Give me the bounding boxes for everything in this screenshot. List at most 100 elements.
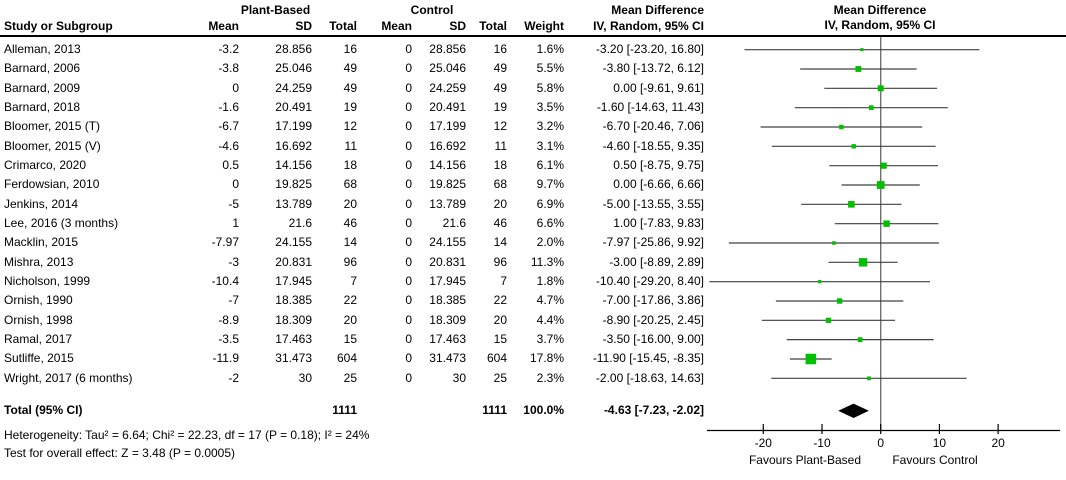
weight-cell: 6.6% bbox=[536, 215, 564, 230]
pb-total-cell: 18 bbox=[343, 157, 357, 172]
c-sd-cell: 25.046 bbox=[429, 61, 466, 76]
pb-mean-cell: -3.5 bbox=[218, 331, 239, 346]
c-sd-cell: 17.199 bbox=[429, 119, 466, 134]
total-pb-total: 1111 bbox=[332, 403, 357, 417]
c-total-cell: 19 bbox=[493, 99, 507, 114]
study-name-cell: Ferdowsian, 2010 bbox=[4, 177, 100, 192]
md-ci-cell: -5.00 [-13.55, 3.55] bbox=[602, 196, 704, 211]
mean-square bbox=[839, 124, 844, 130]
pb-total-cell: 22 bbox=[343, 293, 357, 308]
weight-cell: 2.3% bbox=[536, 370, 564, 385]
overall-effect-note: Test for overall effect: Z = 3.48 (P = 0… bbox=[4, 446, 236, 460]
pb-mean-cell: -10.4 bbox=[211, 273, 239, 288]
pb-total-cell: 14 bbox=[343, 235, 357, 250]
c-mean-cell: 0 bbox=[405, 80, 412, 95]
table-row: Lee, 2016 (3 months) 1 21.6 46 0 21.6 46 6.6% 1.… bbox=[0, 214, 704, 233]
c-total-cell: 20 bbox=[493, 312, 507, 327]
mean-square bbox=[832, 241, 836, 245]
md-ci-cell: 0.50 [-8.75, 9.75] bbox=[613, 157, 704, 172]
pb-sd-cell: 14.156 bbox=[275, 157, 312, 172]
group-header-mean-difference: Mean Difference bbox=[611, 3, 704, 17]
pb-total-cell: 46 bbox=[343, 215, 357, 230]
mean-square bbox=[880, 162, 887, 169]
plot-header: Mean Difference IV, Random, 95% CI bbox=[700, 3, 1060, 33]
pb-total-cell: 49 bbox=[343, 61, 357, 76]
c-sd-cell: 24.259 bbox=[429, 80, 466, 95]
pb-total-cell: 12 bbox=[343, 119, 357, 134]
axis-tick-label: 0 bbox=[877, 436, 884, 450]
c-mean-cell: 0 bbox=[405, 99, 412, 114]
md-ci-cell: -3.00 [-8.89, 2.89] bbox=[609, 254, 704, 269]
total-weight: 100.0% bbox=[523, 403, 564, 417]
c-mean-cell: 0 bbox=[405, 157, 412, 172]
mean-square bbox=[851, 144, 856, 149]
mean-square bbox=[825, 317, 832, 323]
pb-total-cell: 604 bbox=[336, 351, 357, 366]
mean-square bbox=[848, 201, 855, 208]
pb-sd-cell: 18.385 bbox=[275, 293, 312, 308]
c-sd-cell: 13.789 bbox=[429, 196, 466, 211]
study-name-cell: Jenkins, 2014 bbox=[4, 196, 79, 211]
c-mean-cell: 0 bbox=[405, 42, 412, 56]
c-sd-cell: 18.309 bbox=[429, 312, 466, 327]
group-header-plant-based: Plant-Based bbox=[240, 3, 311, 17]
md-ci-cell: -7.00 [-17.86, 3.86] bbox=[602, 293, 704, 308]
weight-cell: 6.9% bbox=[536, 196, 564, 211]
mean-square bbox=[876, 181, 885, 189]
total-c-total: 1111 bbox=[482, 403, 507, 417]
heterogeneity-note: Heterogeneity: Tau² = 6.64; Chi² = 22.23… bbox=[4, 428, 370, 442]
weight-cell: 6.1% bbox=[536, 157, 564, 172]
weight-cell: 5.8% bbox=[536, 80, 564, 95]
axis-tick-label: 10 bbox=[933, 436, 947, 450]
md-ci-cell: -10.40 [-29.20, 8.40] bbox=[595, 273, 704, 288]
table-row: Mishra, 2013 -3 20.831 96 0 20.831 96 11.3% -3.0… bbox=[0, 253, 704, 272]
md-ci-cell: 1.00 [-7.83, 9.83] bbox=[613, 215, 704, 230]
pb-total-cell: 49 bbox=[343, 80, 357, 95]
c-total-cell: 25 bbox=[493, 370, 507, 385]
study-name-cell: Macklin, 2015 bbox=[4, 235, 79, 250]
pb-mean-cell: 0 bbox=[232, 177, 239, 192]
c-sd-cell: 20.831 bbox=[429, 254, 466, 269]
pb-mean-cell: -1.6 bbox=[218, 99, 239, 114]
mean-square bbox=[836, 298, 843, 304]
pb-mean-cell: -2 bbox=[228, 370, 239, 385]
axis-tick-label: 20 bbox=[991, 436, 1005, 450]
spacer bbox=[357, 401, 412, 420]
table-column-header-row: Study or Subgroup Mean SD Total Mean SD … bbox=[0, 19, 708, 33]
pb-total-cell: 11 bbox=[344, 138, 357, 153]
pb-total-cell: 19 bbox=[343, 99, 357, 114]
pb-sd-cell: 19.825 bbox=[275, 177, 312, 192]
c-mean-cell: 0 bbox=[405, 351, 412, 366]
c-mean-cell: 0 bbox=[405, 61, 412, 76]
c-mean-cell: 0 bbox=[405, 196, 412, 211]
md-ci-cell: -6.70 [-20.46, 7.06] bbox=[602, 119, 704, 134]
c-mean-cell: 0 bbox=[405, 293, 412, 308]
study-name-cell: Ornish, 1998 bbox=[4, 312, 73, 327]
pb-mean-cell: 1 bbox=[232, 215, 239, 230]
col-header-ci: IV, Random, 95% CI bbox=[593, 19, 704, 33]
total-diamond bbox=[838, 403, 869, 418]
study-name-cell: Barnard, 2009 bbox=[4, 80, 81, 95]
weight-cell: 4.4% bbox=[536, 312, 564, 327]
c-sd-cell: 28.856 bbox=[429, 42, 466, 56]
c-mean-cell: 0 bbox=[405, 254, 412, 269]
md-ci-cell: -4.60 [-18.55, 9.35] bbox=[602, 138, 704, 153]
pb-mean-cell: -11.9 bbox=[212, 351, 239, 366]
c-sd-cell: 20.491 bbox=[429, 99, 466, 114]
table-row: Ramal, 2017 -3.5 17.463 15 0 17.463 15 3.7% -3.5… bbox=[0, 330, 704, 349]
plot-header-title: Mean Difference bbox=[833, 3, 927, 17]
c-total-cell: 20 bbox=[493, 196, 507, 211]
group-header-control: Control bbox=[410, 3, 454, 17]
pb-sd-cell: 20.831 bbox=[275, 254, 312, 269]
c-sd-cell: 30 bbox=[452, 370, 466, 385]
spacer bbox=[412, 401, 466, 420]
pb-mean-cell: 0.5 bbox=[222, 157, 239, 172]
pb-sd-cell: 17.199 bbox=[275, 119, 312, 134]
study-name-cell: Bloomer, 2015 (V) bbox=[4, 138, 101, 153]
col-header-pb-sd: SD bbox=[295, 19, 312, 33]
total-row: Total (95% CI) 1111 1111 100.0% -4.63 [-… bbox=[0, 401, 708, 420]
total-ci: -4.63 [-7.23, -2.02] bbox=[603, 403, 704, 417]
study-name-cell: Nicholson, 1999 bbox=[4, 273, 91, 288]
pb-total-cell: 96 bbox=[343, 254, 357, 269]
mean-square bbox=[858, 258, 868, 267]
